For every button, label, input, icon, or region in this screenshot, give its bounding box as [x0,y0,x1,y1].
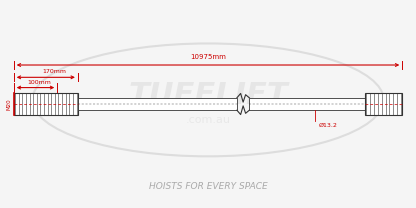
Text: HOISTS FOR EVERY SPACE: HOISTS FOR EVERY SPACE [149,182,267,191]
Polygon shape [78,98,237,110]
Text: .com.au: .com.au [186,115,230,125]
Text: 100mm: 100mm [28,79,52,84]
Text: M20: M20 [7,98,12,110]
Text: 10975mm: 10975mm [190,54,226,61]
Text: 170mm: 170mm [42,69,66,74]
Text: Ø13.2: Ø13.2 [319,123,338,128]
Polygon shape [14,93,78,115]
Polygon shape [365,93,402,115]
Polygon shape [249,98,365,110]
Text: TUFFLIFT: TUFFLIFT [128,81,288,110]
